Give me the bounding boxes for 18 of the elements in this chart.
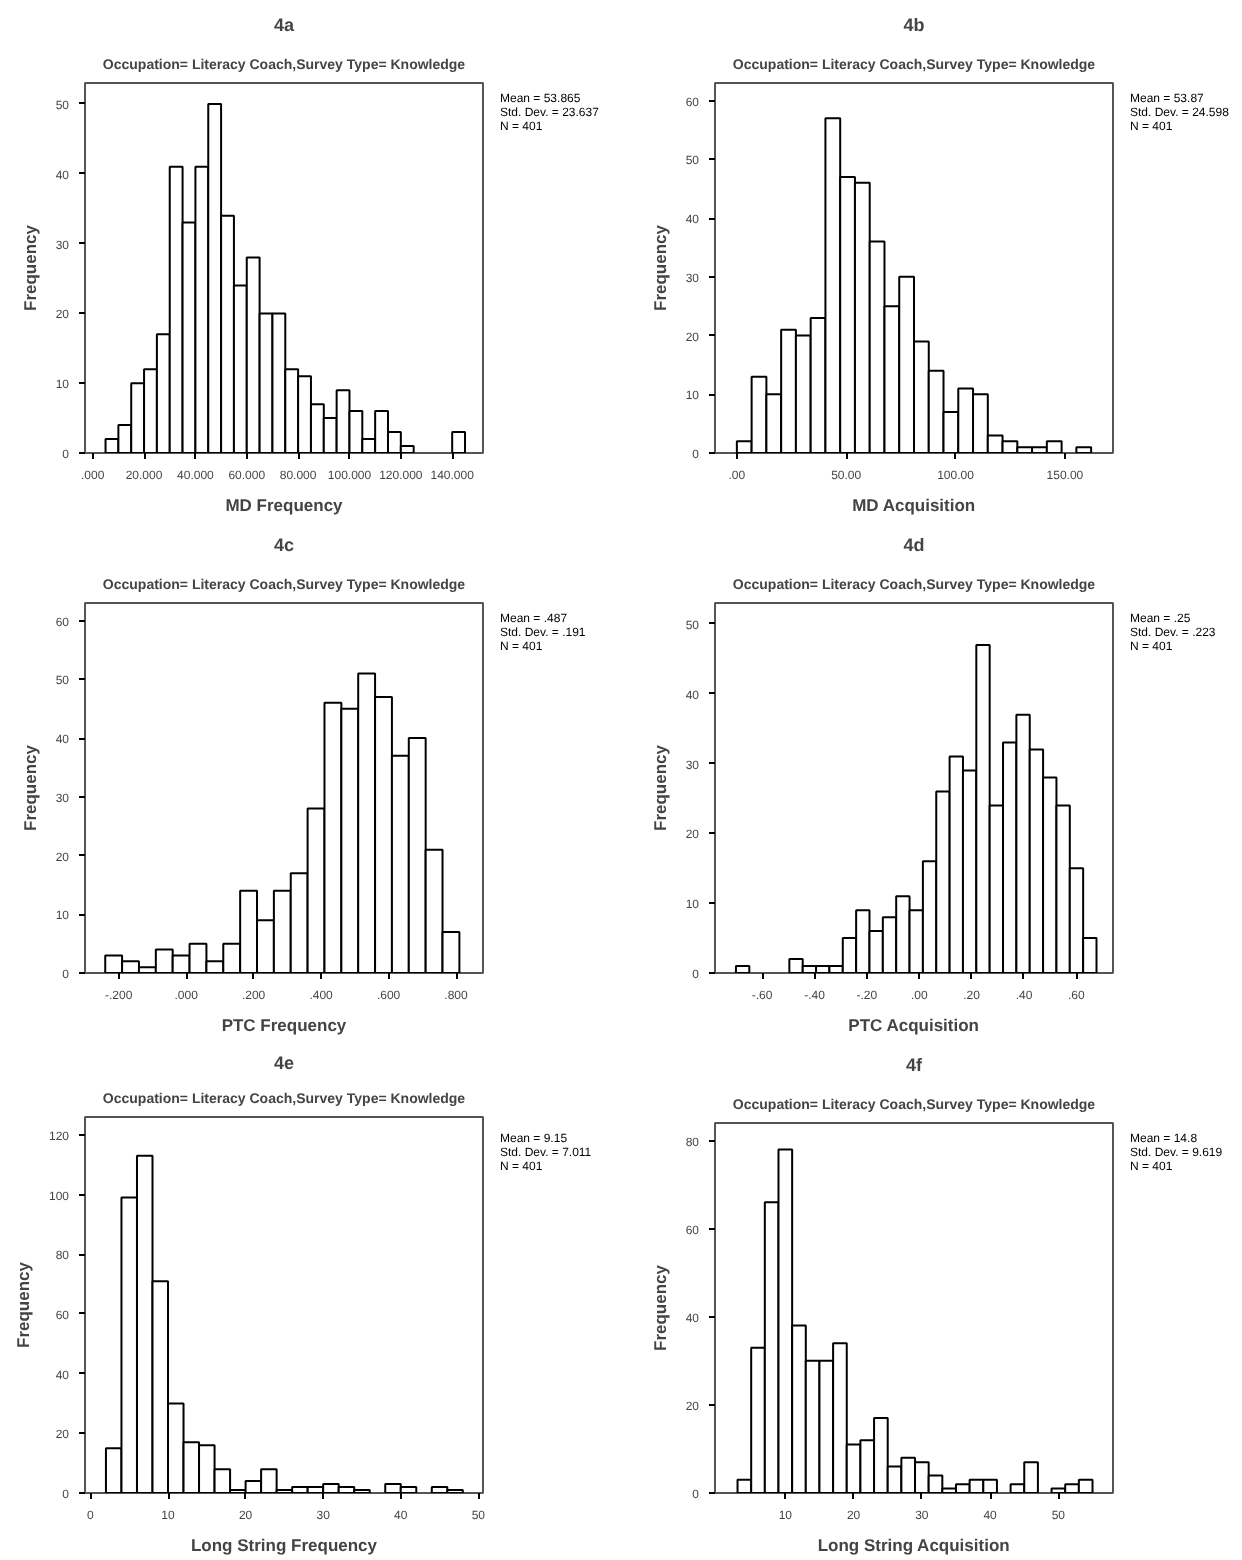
y-axis-title: Frequency bbox=[649, 1264, 670, 1351]
chart-title: 4b bbox=[903, 15, 926, 35]
x-axis-title: PTC Acquisition bbox=[848, 1015, 980, 1035]
y-axis-title: Frequency bbox=[19, 224, 40, 311]
x-axis-title: MD Frequency bbox=[225, 495, 344, 515]
chart-title: 4d bbox=[903, 535, 925, 555]
x-axis-title: Long String Acquisition bbox=[817, 1535, 1010, 1555]
x-axis-title: PTC Frequency bbox=[221, 1015, 347, 1035]
y-axis-title: Frequency bbox=[19, 744, 40, 831]
chart-title: 4e bbox=[273, 1053, 295, 1073]
x-axis-title: MD Acquisition bbox=[852, 495, 976, 515]
y-axis-title: Frequency bbox=[12, 1261, 33, 1348]
chart-title: 4a bbox=[273, 15, 296, 35]
y-axis-title: Frequency bbox=[649, 744, 670, 831]
x-axis-title: Long String Frequency bbox=[190, 1535, 378, 1555]
chart-title: 4c bbox=[273, 535, 295, 555]
chart-title: 4f bbox=[906, 1055, 925, 1075]
y-axis-title: Frequency bbox=[649, 224, 670, 311]
